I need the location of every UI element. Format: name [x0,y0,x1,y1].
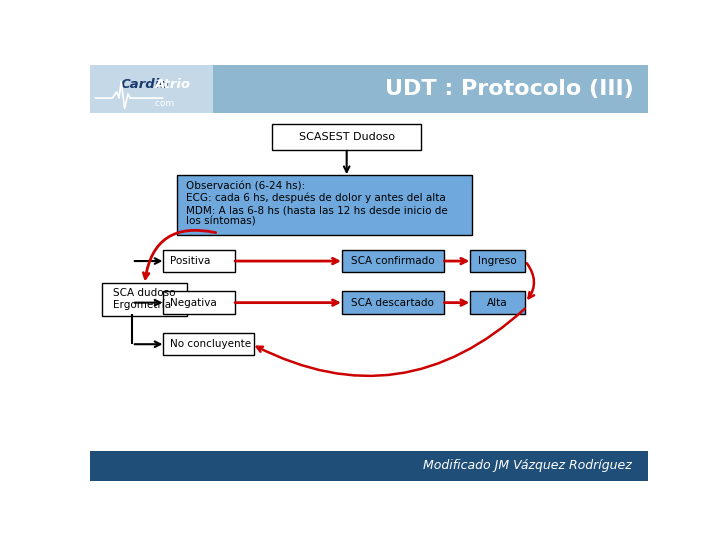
FancyBboxPatch shape [90,65,213,113]
FancyBboxPatch shape [342,292,444,314]
Text: Atrio: Atrio [156,78,192,91]
FancyBboxPatch shape [342,250,444,272]
FancyBboxPatch shape [470,250,525,272]
Text: SCA confirmado: SCA confirmado [351,256,435,266]
Text: Ingreso: Ingreso [478,256,517,266]
Text: .com: .com [153,99,175,108]
FancyBboxPatch shape [177,176,472,235]
FancyBboxPatch shape [102,282,187,316]
Text: Observación (6-24 hs):
ECG: cada 6 hs, después de dolor y antes del alta
MDM: A : Observación (6-24 hs): ECG: cada 6 hs, d… [186,181,448,227]
Text: SCASEST Dudoso: SCASEST Dudoso [299,132,395,141]
FancyBboxPatch shape [470,292,525,314]
Text: SCA descartado: SCA descartado [351,298,434,308]
Text: Negativa: Negativa [170,298,217,308]
Text: Positiva: Positiva [170,256,210,266]
Text: Cardio: Cardio [121,78,169,91]
FancyBboxPatch shape [163,333,254,355]
FancyBboxPatch shape [90,65,648,113]
FancyBboxPatch shape [163,292,235,314]
Text: Modificado JM Vázquez Rodríguez: Modificado JM Vázquez Rodríguez [423,459,631,472]
Text: No concluyente: No concluyente [170,339,251,349]
Text: UDT : Protocolo (III): UDT : Protocolo (III) [385,79,634,99]
FancyBboxPatch shape [90,451,648,481]
FancyBboxPatch shape [163,250,235,272]
FancyBboxPatch shape [213,65,648,113]
Text: SCA dudoso
Ergometría: SCA dudoso Ergometría [113,288,176,310]
Text: Alta: Alta [487,298,508,308]
FancyBboxPatch shape [272,124,421,150]
